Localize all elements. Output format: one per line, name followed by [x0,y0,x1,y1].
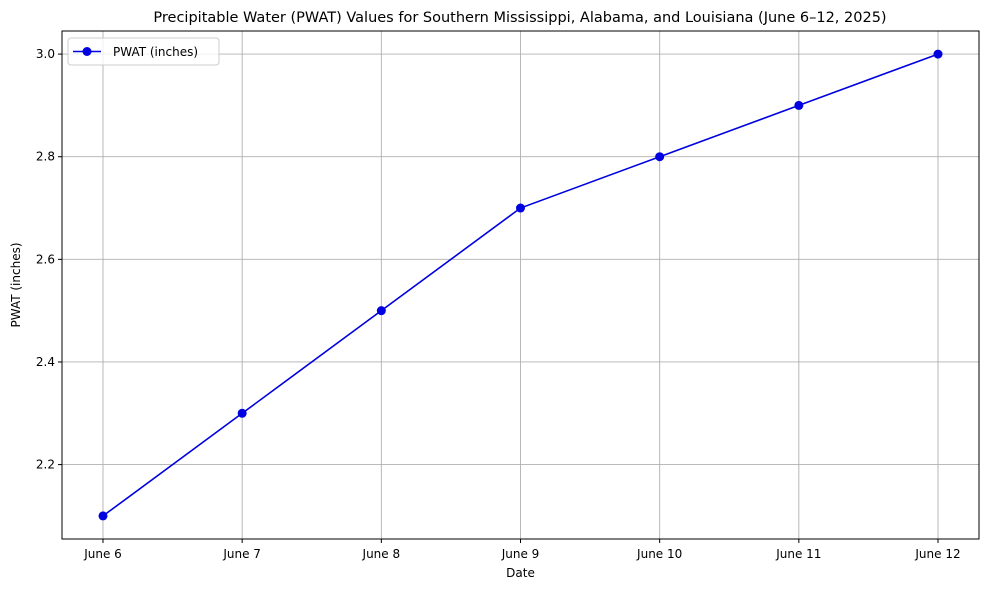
y-tick-label: 2.6 [36,252,55,266]
legend-entry-label: PWAT (inches) [113,45,198,59]
data-point [933,49,943,59]
y-tick-label: 2.8 [36,150,55,164]
y-axis-ticks: 2.2 2.4 2.6 2.8 3.0 [36,47,62,472]
x-tick-label: June 7 [222,547,261,561]
legend-box [67,37,220,66]
x-tick-label: June 6 [83,547,122,561]
x-tick-label: June 10 [636,547,682,561]
data-point [98,511,108,521]
series-layer [98,49,943,521]
data-point [376,306,386,316]
data-point [237,408,247,418]
data-point [794,100,804,110]
y-tick-label: 2.2 [36,458,55,472]
grid-lines [62,31,979,539]
x-axis-ticks: June 6 June 7 June 8 June 9 June 10 June 11 Ju… [83,539,961,561]
y-axis-label: PWAT (inches) [9,242,23,327]
x-tick-label: June 11 [775,547,821,561]
y-tick-label: 2.4 [36,355,55,369]
data-point [516,203,525,213]
x-tick-label: June 8 [362,547,401,561]
x-axis-label: Date [506,566,535,580]
x-tick-label: June 9 [501,547,540,561]
y-tick-label: 3.0 [36,47,55,61]
x-tick-label: June 12 [914,547,960,561]
legend: PWAT (inches) [67,37,220,66]
data-point [655,152,665,162]
chart-title: Precipitable Water (PWAT) Values for Sou… [153,10,886,26]
legend-marker-swatch [82,47,92,56]
